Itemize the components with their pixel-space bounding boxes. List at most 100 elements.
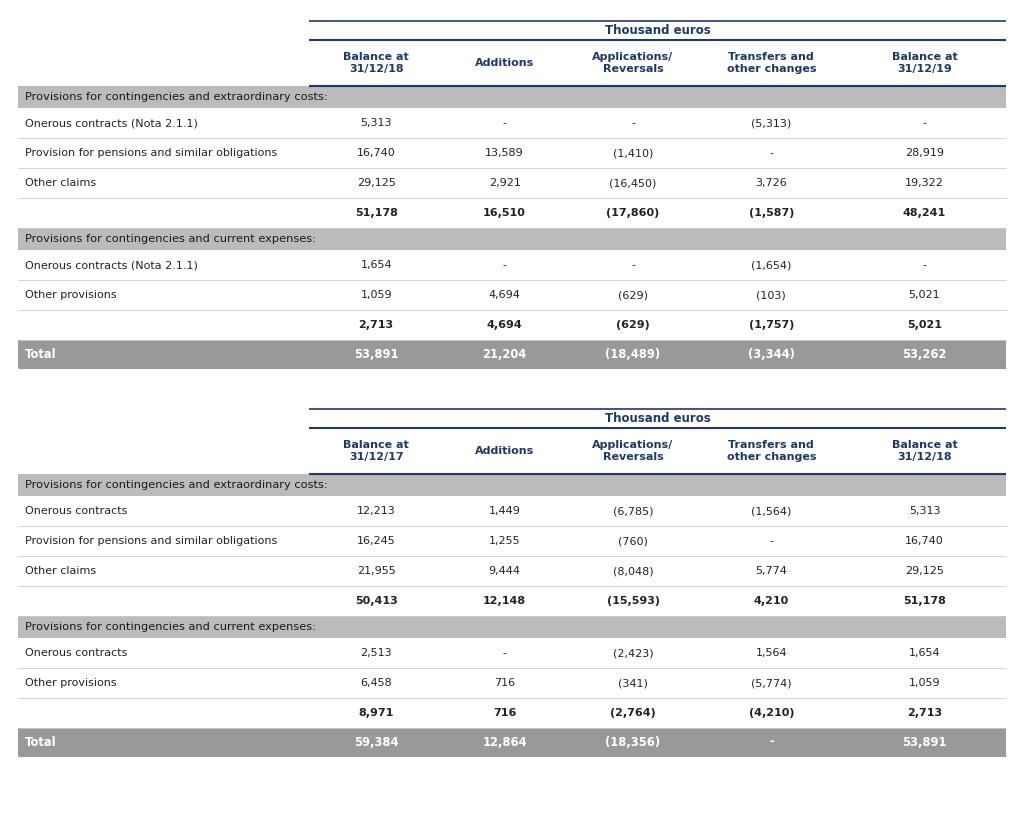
- Text: 8,971: 8,971: [358, 708, 394, 718]
- Text: 2,713: 2,713: [907, 708, 942, 718]
- Text: 48,241: 48,241: [903, 208, 946, 218]
- Bar: [18, 728, 1006, 756]
- Text: Transfers and
other changes: Transfers and other changes: [727, 440, 816, 462]
- Text: (5,313): (5,313): [752, 118, 792, 128]
- Bar: [18, 638, 1006, 668]
- Text: (1,587): (1,587): [749, 208, 794, 218]
- Text: (1,757): (1,757): [749, 320, 794, 330]
- Text: 53,891: 53,891: [902, 736, 947, 749]
- Text: 29,125: 29,125: [905, 566, 944, 576]
- Bar: [18, 526, 1006, 556]
- Text: (15,593): (15,593): [606, 596, 659, 606]
- Text: -: -: [503, 118, 507, 128]
- Bar: [18, 310, 1006, 340]
- Text: 5,021: 5,021: [908, 290, 940, 300]
- Text: (3,344): (3,344): [748, 348, 795, 361]
- Text: 16,510: 16,510: [483, 208, 526, 218]
- Bar: [18, 616, 1006, 638]
- Bar: [18, 228, 1006, 250]
- Bar: [18, 168, 1006, 198]
- Text: 4,694: 4,694: [486, 320, 522, 330]
- Text: 1,564: 1,564: [756, 648, 787, 658]
- Text: (6,785): (6,785): [612, 506, 653, 516]
- Text: Thousand euros: Thousand euros: [605, 24, 711, 37]
- Text: Total: Total: [25, 736, 56, 749]
- Text: (5,774): (5,774): [751, 678, 792, 688]
- Text: Provision for pensions and similar obligations: Provision for pensions and similar oblig…: [25, 536, 278, 546]
- Text: 16,740: 16,740: [905, 536, 944, 546]
- Text: Applications/
Reversals: Applications/ Reversals: [593, 52, 674, 74]
- Text: 53,891: 53,891: [354, 348, 398, 361]
- Text: Provisions for contingencies and extraordinary costs:: Provisions for contingencies and extraor…: [25, 92, 328, 102]
- Text: (1,564): (1,564): [752, 506, 792, 516]
- Text: Thousand euros: Thousand euros: [605, 412, 711, 424]
- Text: 716: 716: [494, 678, 515, 688]
- Text: Provisions for contingencies and current expenses:: Provisions for contingencies and current…: [25, 234, 316, 244]
- Bar: [18, 496, 1006, 526]
- Bar: [18, 340, 1006, 368]
- Text: -: -: [769, 736, 774, 749]
- Text: (341): (341): [618, 678, 648, 688]
- Bar: [18, 198, 1006, 228]
- Text: -: -: [923, 260, 927, 270]
- Text: 21,955: 21,955: [356, 566, 395, 576]
- Text: -: -: [769, 536, 773, 546]
- Bar: [18, 474, 1006, 496]
- Bar: [18, 138, 1006, 168]
- Text: 2,513: 2,513: [360, 648, 392, 658]
- Text: Other claims: Other claims: [25, 566, 96, 576]
- Text: Onerous contracts (Nota 2.1.1): Onerous contracts (Nota 2.1.1): [25, 260, 198, 270]
- Text: Onerous contracts: Onerous contracts: [25, 506, 127, 516]
- Text: 5,313: 5,313: [908, 506, 940, 516]
- Text: 50,413: 50,413: [354, 596, 397, 606]
- Text: Balance at
31/12/17: Balance at 31/12/17: [343, 440, 409, 462]
- Text: -: -: [769, 148, 773, 158]
- Text: 6,458: 6,458: [360, 678, 392, 688]
- Text: -: -: [503, 648, 507, 658]
- Bar: [18, 668, 1006, 698]
- Text: 28,919: 28,919: [905, 148, 944, 158]
- Text: (4,210): (4,210): [749, 708, 794, 718]
- Bar: [18, 108, 1006, 138]
- Text: Additions: Additions: [475, 446, 535, 456]
- Text: -: -: [923, 118, 927, 128]
- Text: 12,148: 12,148: [483, 596, 526, 606]
- Text: Balance at
31/12/18: Balance at 31/12/18: [892, 440, 957, 462]
- Text: (760): (760): [618, 536, 648, 546]
- Text: Balance at
31/12/19: Balance at 31/12/19: [892, 52, 957, 74]
- Text: 5,021: 5,021: [907, 320, 942, 330]
- Text: 4,210: 4,210: [754, 596, 788, 606]
- Bar: [18, 586, 1006, 616]
- Text: 12,213: 12,213: [356, 506, 395, 516]
- Text: (18,489): (18,489): [605, 348, 660, 361]
- Text: Transfers and
other changes: Transfers and other changes: [727, 52, 816, 74]
- Text: (1,654): (1,654): [752, 260, 792, 270]
- Text: Other provisions: Other provisions: [25, 290, 117, 300]
- Text: 2,713: 2,713: [358, 320, 393, 330]
- Text: 12,864: 12,864: [482, 736, 527, 749]
- Text: -: -: [631, 260, 635, 270]
- Bar: [18, 280, 1006, 310]
- Text: 16,245: 16,245: [356, 536, 395, 546]
- Text: 9,444: 9,444: [488, 566, 520, 576]
- Text: 4,694: 4,694: [488, 290, 520, 300]
- Text: Provisions for contingencies and extraordinary costs:: Provisions for contingencies and extraor…: [25, 480, 328, 490]
- Text: 29,125: 29,125: [356, 178, 395, 188]
- Text: Total: Total: [25, 348, 56, 361]
- Text: (629): (629): [618, 290, 648, 300]
- Text: Other provisions: Other provisions: [25, 678, 117, 688]
- Text: (1,410): (1,410): [612, 148, 653, 158]
- Text: Additions: Additions: [475, 58, 535, 68]
- Text: 5,313: 5,313: [360, 118, 392, 128]
- Text: Provision for pensions and similar obligations: Provision for pensions and similar oblig…: [25, 148, 278, 158]
- Text: 1,449: 1,449: [488, 506, 520, 516]
- Text: (2,423): (2,423): [612, 648, 653, 658]
- Text: 19,322: 19,322: [905, 178, 944, 188]
- Text: Applications/
Reversals: Applications/ Reversals: [593, 440, 674, 462]
- Text: 2,921: 2,921: [488, 178, 520, 188]
- Text: 716: 716: [493, 708, 516, 718]
- Text: Other claims: Other claims: [25, 178, 96, 188]
- Bar: [18, 86, 1006, 108]
- Text: 1,059: 1,059: [360, 290, 392, 300]
- Text: 5,774: 5,774: [756, 566, 787, 576]
